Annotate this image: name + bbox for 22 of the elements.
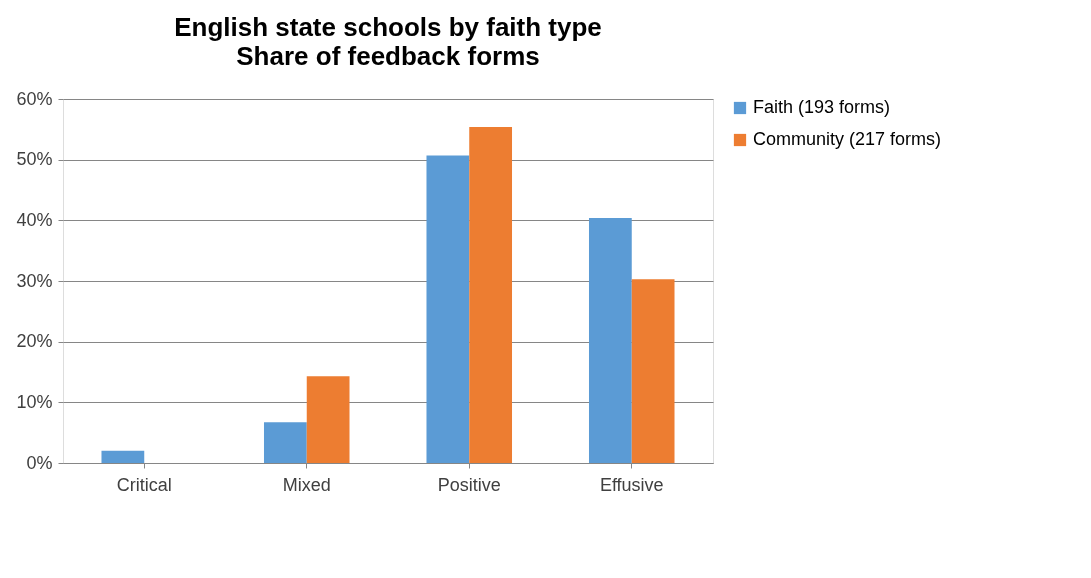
- x-tick-label: Critical: [116, 474, 172, 495]
- x-tick-label: Positive: [437, 474, 501, 495]
- bar: [101, 450, 145, 463]
- legend-label: Faith (193 forms): [753, 97, 891, 117]
- bar: [631, 279, 675, 463]
- y-tick-label: 30%: [16, 270, 53, 291]
- legend-label: Community (217 forms): [753, 129, 942, 149]
- y-tick-label: 60%: [16, 88, 53, 109]
- bar: [426, 155, 470, 463]
- bar: [588, 217, 632, 463]
- bar: [469, 126, 513, 463]
- y-tick-label: 10%: [16, 391, 53, 412]
- bar: [263, 422, 307, 463]
- y-tick-label: 0%: [26, 452, 53, 473]
- x-tick-label: Mixed: [282, 474, 331, 495]
- y-tick-label: 40%: [16, 209, 53, 230]
- bar: [306, 376, 350, 463]
- y-tick-label: 50%: [16, 149, 53, 170]
- chart-subtitle: Share of feedback forms: [236, 41, 540, 71]
- y-tick-label: 20%: [16, 331, 53, 352]
- chart-title: English state schools by faith type: [174, 12, 602, 42]
- x-tick-label: Effusive: [599, 474, 664, 495]
